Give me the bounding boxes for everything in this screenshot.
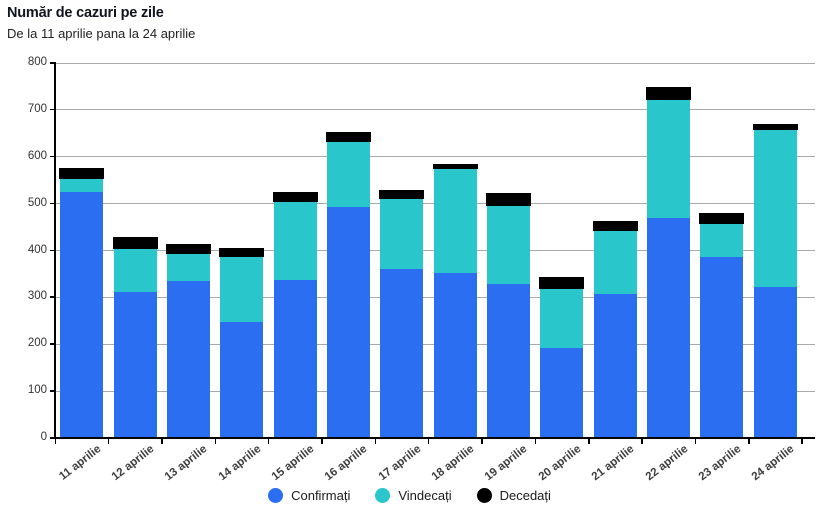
bar-segment-decedați-15-aprilie[interactable] — [272, 192, 318, 203]
y-axis-label: 700 — [27, 102, 47, 115]
bar-segment-confirmați-21-aprilie[interactable] — [593, 294, 637, 438]
bar-segment-vindecați-22-aprilie[interactable] — [647, 100, 691, 219]
bar-segment-decedați-23-aprilie[interactable] — [699, 213, 745, 224]
bar-segment-confirmați-19-aprilie[interactable] — [486, 283, 530, 438]
bar-segment-confirmați-16-aprilie[interactable] — [326, 207, 370, 438]
bar-segment-vindecați-18-aprilie[interactable] — [433, 169, 477, 273]
bar-segment-vindecați-21-aprilie[interactable] — [593, 230, 637, 295]
y-axis-tick — [50, 202, 55, 205]
y-axis-tick — [50, 108, 55, 111]
y-axis-label: 400 — [27, 243, 47, 256]
bar-segment-decedați-11-aprilie[interactable] — [59, 168, 105, 180]
chart-subtitle: De la 11 aprilie pana la 24 aprilie — [7, 26, 196, 41]
y-axis-label: 500 — [27, 196, 47, 209]
x-axis-tick — [427, 439, 430, 444]
bar-segment-decedați-22-aprilie[interactable] — [646, 87, 692, 101]
bar-segment-confirmați-15-aprilie[interactable] — [273, 279, 317, 438]
bar-segment-confirmați-18-aprilie[interactable] — [433, 272, 477, 438]
bar-segment-vindecați-11-aprilie[interactable] — [60, 179, 104, 193]
gridline-800 — [55, 62, 815, 64]
bar-segment-confirmați-12-aprilie[interactable] — [113, 292, 157, 438]
legend-label: Confirmați — [291, 488, 351, 503]
x-axis-tick — [694, 439, 697, 444]
bar-segment-confirmați-11-aprilie[interactable] — [60, 192, 104, 438]
y-axis-tick — [50, 155, 55, 158]
bar-segment-vindecați-19-aprilie[interactable] — [486, 206, 530, 284]
bar-segment-confirmați-24-aprilie[interactable] — [753, 287, 797, 438]
y-axis-tick — [50, 249, 55, 251]
bar-segment-vindecați-12-aprilie[interactable] — [113, 248, 157, 293]
legend-label: Vindecați — [398, 488, 452, 503]
bar-segment-vindecați-13-aprilie[interactable] — [166, 254, 210, 282]
y-axis-tick — [50, 437, 55, 439]
x-axis-tick — [321, 439, 323, 444]
bar-segment-decedați-12-aprilie[interactable] — [112, 236, 158, 249]
bar-segment-decedați-20-aprilie[interactable] — [539, 276, 585, 290]
bar-segment-confirmați-23-aprilie[interactable] — [700, 256, 744, 438]
bar-segment-decedați-19-aprilie[interactable] — [485, 193, 531, 207]
y-axis-tick — [50, 62, 55, 64]
y-axis-label: 0 — [40, 431, 47, 443]
bar-segment-vindecați-17-aprilie[interactable] — [380, 198, 424, 269]
bar-segment-decedați-16-aprilie[interactable] — [325, 132, 371, 143]
bar-segment-confirmați-22-aprilie[interactable] — [647, 218, 691, 438]
bar-segment-confirmați-14-aprilie[interactable] — [220, 322, 264, 438]
y-axis-label: 100 — [27, 384, 47, 397]
legend-swatch-icon — [375, 488, 391, 503]
x-axis-tick — [588, 439, 590, 444]
bar-segment-decedați-14-aprilie[interactable] — [219, 248, 265, 258]
legend-item-confirmați[interactable]: Confirmați — [268, 488, 350, 503]
bar-segment-decedați-21-aprilie[interactable] — [592, 221, 638, 231]
x-axis-tick — [54, 439, 56, 444]
bar-segment-decedați-17-aprilie[interactable] — [379, 190, 425, 199]
bar-segment-vindecați-23-aprilie[interactable] — [700, 223, 744, 257]
legend-swatch-icon — [476, 488, 492, 503]
bar-segment-confirmați-13-aprilie[interactable] — [166, 281, 210, 438]
x-axis-tick — [214, 439, 217, 444]
bar-segment-decedați-18-aprilie[interactable] — [432, 163, 478, 170]
legend-item-decedați[interactable]: Decedați — [476, 488, 551, 503]
y-axis — [54, 62, 56, 438]
bar-segment-vindecați-14-aprilie[interactable] — [220, 257, 264, 323]
x-axis-tick — [481, 439, 483, 444]
x-axis — [54, 437, 815, 439]
bar-segment-decedați-24-aprilie[interactable] — [752, 123, 798, 130]
x-axis-tick — [641, 439, 643, 444]
bar-segment-vindecați-15-aprilie[interactable] — [273, 202, 317, 280]
y-axis-tick — [50, 296, 55, 298]
y-axis-label: 300 — [27, 290, 47, 303]
legend-label: Decedați — [499, 488, 551, 503]
gridline-700 — [55, 109, 815, 111]
x-axis-tick — [107, 439, 110, 444]
bar-segment-vindecați-24-aprilie[interactable] — [753, 129, 797, 288]
legend-swatch-icon — [268, 488, 284, 503]
bar-segment-vindecați-16-aprilie[interactable] — [326, 142, 370, 208]
bar-segment-confirmați-17-aprilie[interactable] — [380, 268, 424, 438]
y-axis-label: 600 — [27, 149, 47, 162]
y-axis-tick — [50, 343, 55, 345]
y-axis-tick — [50, 390, 55, 392]
y-axis-label: 200 — [27, 337, 47, 350]
gridline-600 — [55, 156, 815, 158]
chart-title: Număr de cazuri pe zile — [7, 5, 164, 21]
x-axis-tick — [374, 439, 377, 444]
x-axis-tick — [801, 439, 803, 444]
y-axis-label: 800 — [27, 56, 47, 68]
bar-segment-vindecați-20-aprilie[interactable] — [540, 289, 584, 349]
x-axis-tick — [748, 439, 750, 444]
x-axis-tick — [534, 439, 537, 444]
x-axis-tick — [267, 439, 270, 444]
bar-segment-confirmați-20-aprilie[interactable] — [540, 348, 584, 438]
x-axis-tick — [161, 439, 163, 444]
bar-segment-decedați-13-aprilie[interactable] — [165, 244, 211, 255]
legend: Confirmați Vindecați Decedați — [0, 488, 819, 503]
legend-item-vindecați[interactable]: Vindecați — [375, 488, 452, 503]
